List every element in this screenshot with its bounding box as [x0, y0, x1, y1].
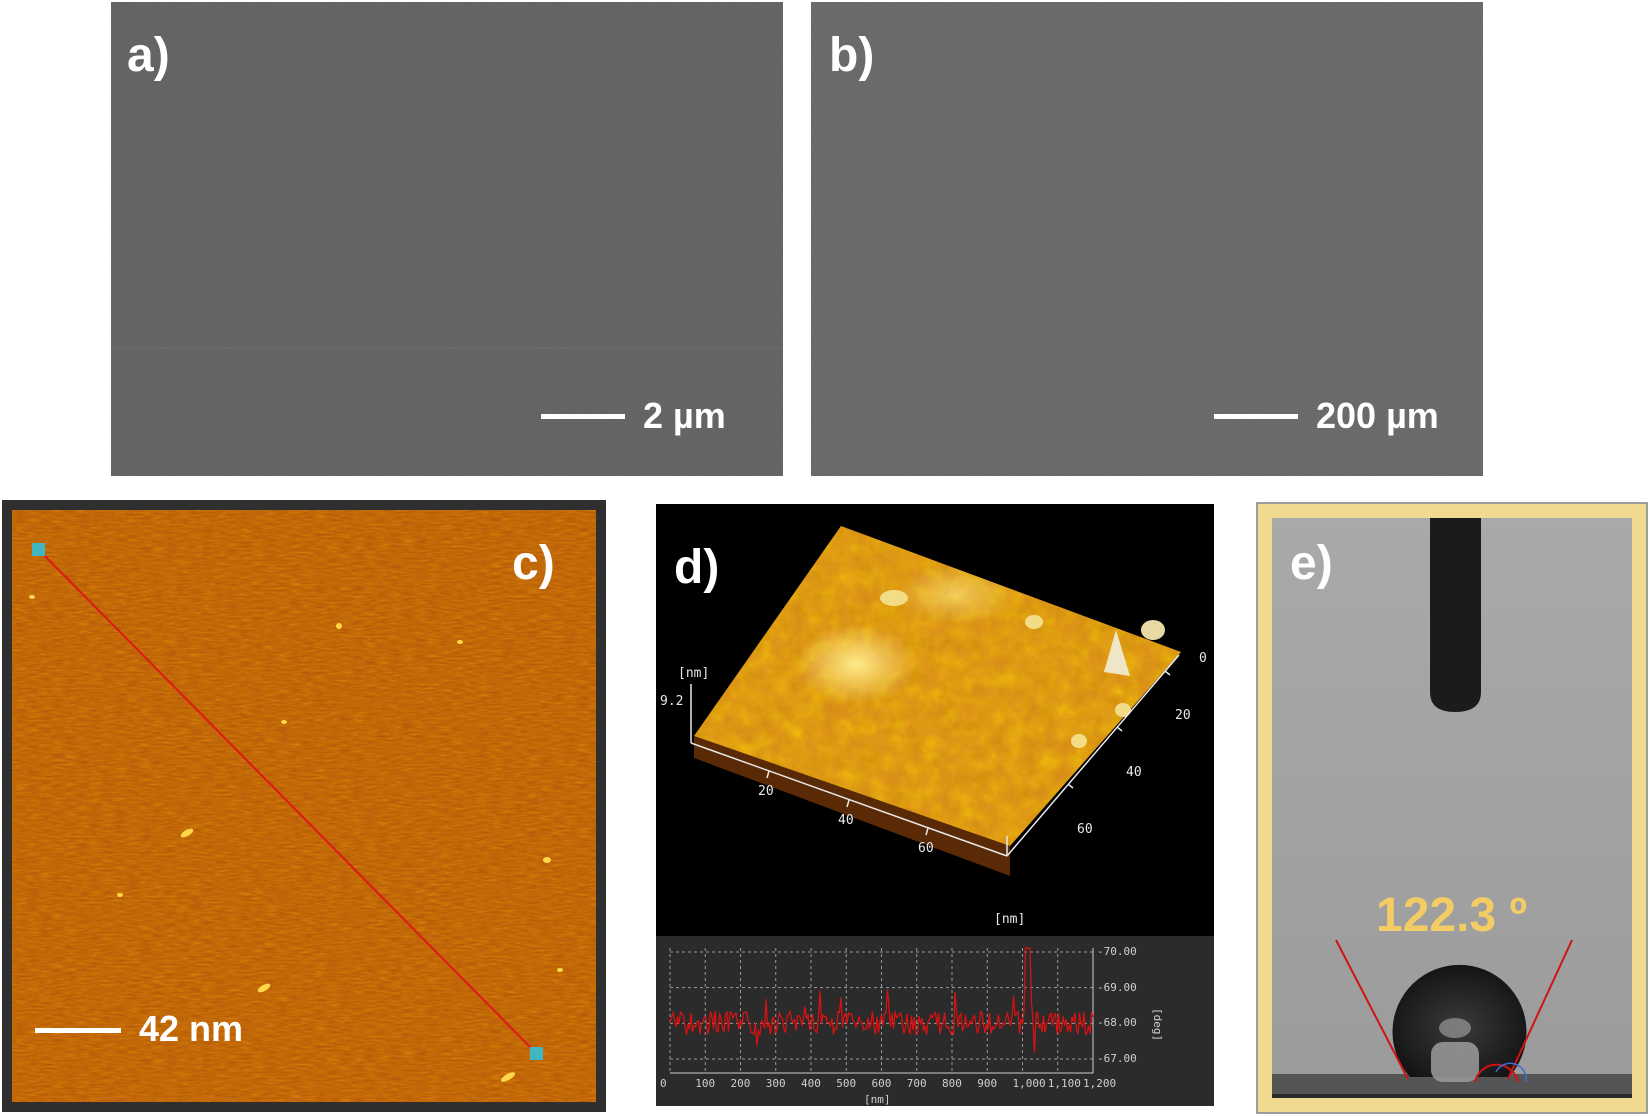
profile-plot — [669, 947, 1094, 1074]
profile-y-tick: -69.00 — [1097, 980, 1137, 994]
panel-label-a: a) — [127, 29, 170, 82]
contact-angle-value: 122.3 º — [1376, 889, 1527, 942]
profile-x-tick: 1,100 — [1047, 1077, 1081, 1090]
profile-x-tick: 500 — [836, 1077, 857, 1090]
panel-label-c: c) — [512, 537, 555, 590]
profile-x-tick: 900 — [977, 1077, 998, 1090]
profile-x-tick: 600 — [871, 1077, 892, 1090]
sem-texture — [811, 2, 1483, 476]
profile-x-tick: 1,200 — [1083, 1077, 1117, 1090]
x-unit-label: [nm] — [994, 912, 1026, 927]
scale-bar-c-line — [35, 1028, 121, 1033]
panel-label-b: b) — [829, 29, 875, 82]
z-max-label: 9.2 — [660, 694, 684, 709]
profile-x-unit: [nm] — [864, 1093, 891, 1106]
profile-x-tick: 300 — [765, 1077, 786, 1090]
profile-y-tick: -68.00 — [1097, 1016, 1137, 1030]
afm-topography-c: c) 42 nm — [2, 500, 606, 1112]
x-tick-40: 40 — [838, 813, 854, 828]
scale-bar-b-label: 200 µm — [1316, 395, 1439, 436]
droplet-image — [1256, 502, 1648, 1114]
profile-x-tick: 0 — [660, 1077, 667, 1090]
section-start-marker — [32, 543, 45, 556]
y-tick-20: 20 — [1175, 708, 1191, 723]
profile-x-tick: 400 — [801, 1077, 821, 1090]
profile-x-tick: 800 — [942, 1077, 962, 1090]
line-profile-chart: -70.00 -69.00 -68.00 -67.00 0 100 200 300 400 50… — [656, 936, 1214, 1106]
profile-y-tick: -70.00 — [1097, 945, 1137, 958]
tangent-line-left — [1335, 939, 1409, 1080]
contact-angle-e: e) 122.3 º — [1256, 502, 1648, 1114]
panel-label-e: e) — [1290, 537, 1333, 590]
z-unit-label: [nm] — [678, 666, 710, 681]
afm-height-map — [12, 510, 596, 1102]
afm-3d-and-profile-d: [nm] 9.2 20 40 60 [nm] 0 20 40 60 d) -70… — [656, 504, 1214, 1106]
scale-bar-c-label: 42 nm — [139, 1008, 244, 1049]
x-tick-20: 20 — [758, 784, 774, 799]
afm-bright-spots — [29, 595, 563, 1082]
syringe-needle — [1430, 518, 1481, 712]
profile-section-line — [37, 548, 537, 1054]
y-tick-60: 60 — [1077, 822, 1093, 837]
x-tick-60: 60 — [918, 841, 934, 856]
profile-x-tick: 100 — [695, 1077, 716, 1090]
y-tick-0: 0 — [1199, 651, 1207, 666]
scale-bar-b-line — [1214, 414, 1298, 419]
profile-x-tick: 1,000 — [1012, 1077, 1046, 1090]
profile-x-tick: 200 — [730, 1077, 751, 1090]
panel-label-d: d) — [674, 541, 720, 594]
tangent-line-right — [1507, 939, 1573, 1080]
sem-texture — [111, 2, 783, 476]
scale-bar-a-line — [541, 414, 625, 419]
profile-y-tick: -67.00 — [1097, 1052, 1137, 1065]
profile-y-unit: [deg] — [1151, 1008, 1164, 1042]
section-end-marker — [530, 1047, 543, 1060]
sem-image-a: a) 2 µm — [111, 2, 783, 476]
afm-3d-surface — [690, 526, 1181, 876]
scale-bar-a-label: 2 µm — [643, 395, 726, 436]
sem-image-b: b) 200 µm — [811, 2, 1483, 476]
profile-x-tick: 700 — [906, 1077, 927, 1090]
y-tick-40: 40 — [1126, 765, 1142, 780]
profile-trace — [669, 947, 1094, 1054]
